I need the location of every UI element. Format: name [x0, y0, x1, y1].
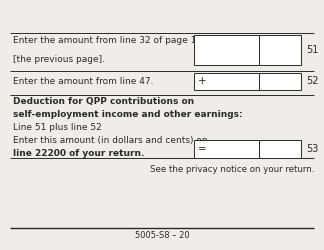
Bar [259, 72, 301, 90]
Text: 51: 51 [306, 45, 318, 55]
Text: Enter the amount from line 32 of page 16: Enter the amount from line 32 of page 16 [13, 36, 202, 45]
Text: [the previous page].: [the previous page]. [13, 55, 105, 64]
Bar [259, 140, 301, 158]
Text: 53: 53 [306, 144, 318, 154]
Text: +: + [198, 76, 207, 86]
Text: self-employment income and other earnings:: self-employment income and other earning… [13, 110, 243, 119]
Text: 52: 52 [306, 76, 319, 86]
Bar [194, 72, 259, 90]
Text: See the privacy notice on your return.: See the privacy notice on your return. [150, 166, 314, 174]
Text: line 22200 of your return.: line 22200 of your return. [13, 149, 144, 158]
Text: Line 51 plus line 52: Line 51 plus line 52 [13, 123, 102, 132]
Bar [194, 140, 259, 158]
Text: Enter the amount from line 47.: Enter the amount from line 47. [13, 77, 154, 86]
Text: 5005-S8 – 20: 5005-S8 – 20 [135, 231, 189, 240]
Text: Enter this amount (in dollars and cents) on: Enter this amount (in dollars and cents)… [13, 136, 208, 145]
Text: Deduction for QPP contributions on: Deduction for QPP contributions on [13, 97, 194, 106]
Bar [259, 35, 301, 65]
Text: =: = [198, 144, 207, 154]
Bar [194, 35, 259, 65]
